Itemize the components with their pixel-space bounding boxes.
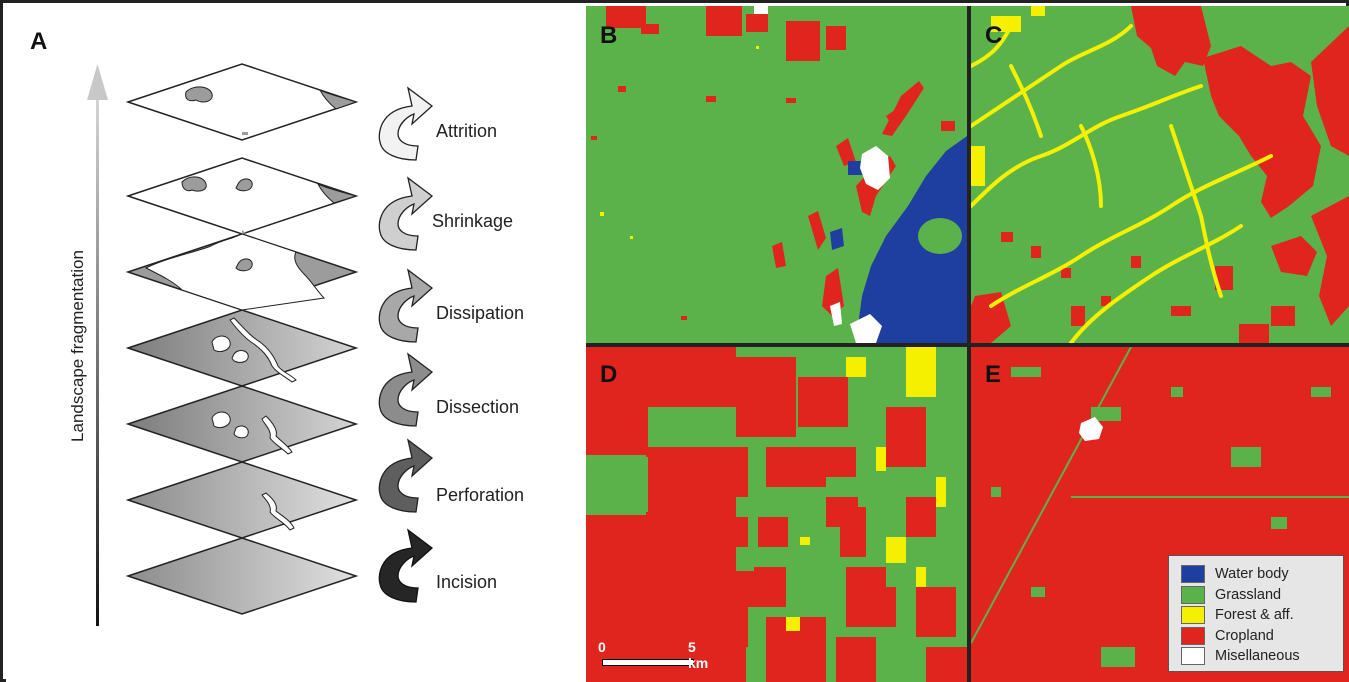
plate-attrition bbox=[125, 63, 359, 141]
legend-label: Misellaneous bbox=[1215, 648, 1300, 665]
fragmentation-diagram bbox=[87, 63, 434, 626]
legend-item-miscellaneous: Misellaneous bbox=[1181, 646, 1333, 667]
plate-shrinkage bbox=[125, 157, 359, 235]
plate-dissection-cut bbox=[125, 309, 359, 387]
legend-swatch-grassland bbox=[1181, 585, 1205, 604]
panel-a-letter: A bbox=[30, 28, 48, 55]
legend: Water body Grassland Forest & aff. Cropl… bbox=[1168, 555, 1344, 672]
legend-item-water-body: Water body bbox=[1181, 564, 1333, 585]
step-label-perforation: Perforation bbox=[436, 485, 525, 505]
map-e-letter: E bbox=[985, 361, 1002, 388]
map-panels: B bbox=[586, 6, 1349, 682]
scale-bar-start: 0 bbox=[598, 639, 606, 655]
axis-label-landscape-fragmentation: Landscape fragmentation bbox=[68, 250, 87, 442]
legend-item-forest: Forest & aff. bbox=[1181, 605, 1333, 626]
step-label-attrition: Attrition bbox=[436, 121, 498, 141]
step-label-shrinkage: Shrinkage bbox=[432, 211, 514, 231]
map-b-letter: B bbox=[600, 22, 618, 49]
legend-swatch-miscellaneous bbox=[1181, 647, 1205, 666]
map-panel-c: C bbox=[971, 6, 1349, 343]
curved-arrows bbox=[378, 86, 434, 603]
map-c-landcover bbox=[971, 6, 1349, 343]
legend-label: Forest & aff. bbox=[1215, 607, 1294, 624]
legend-item-grassland: Grassland bbox=[1181, 585, 1333, 606]
map-panel-b: B bbox=[586, 6, 967, 343]
legend-swatch-forest bbox=[1181, 606, 1205, 625]
plate-incision bbox=[125, 537, 359, 615]
plate-dissection bbox=[125, 385, 359, 463]
map-b-landcover bbox=[586, 6, 967, 343]
map-d-landcover bbox=[586, 347, 967, 682]
map-c-letter: C bbox=[985, 22, 1003, 49]
legend-swatch-cropland bbox=[1181, 626, 1205, 645]
step-label-dissipation: Dissipation bbox=[436, 303, 525, 323]
plate-perforation bbox=[125, 461, 359, 539]
scale-bar-end: 5 km bbox=[688, 639, 709, 671]
legend-label: Grassland bbox=[1215, 586, 1282, 603]
plate-dissipation bbox=[125, 233, 359, 311]
legend-label: Water body bbox=[1215, 566, 1289, 583]
legend-label: Cropland bbox=[1215, 627, 1274, 644]
panel-a: A bbox=[6, 6, 586, 682]
map-d-letter: D bbox=[600, 361, 618, 388]
legend-item-cropland: Cropland bbox=[1181, 626, 1333, 647]
fragmentation-axis-arrow bbox=[87, 64, 108, 626]
step-label-incision: Incision bbox=[436, 572, 498, 592]
legend-swatch-water-body bbox=[1181, 565, 1205, 584]
step-label-dissection: Dissection bbox=[436, 397, 520, 417]
map-panel-d: D 0 5 km bbox=[586, 347, 967, 682]
scale-bar-line bbox=[602, 659, 694, 666]
